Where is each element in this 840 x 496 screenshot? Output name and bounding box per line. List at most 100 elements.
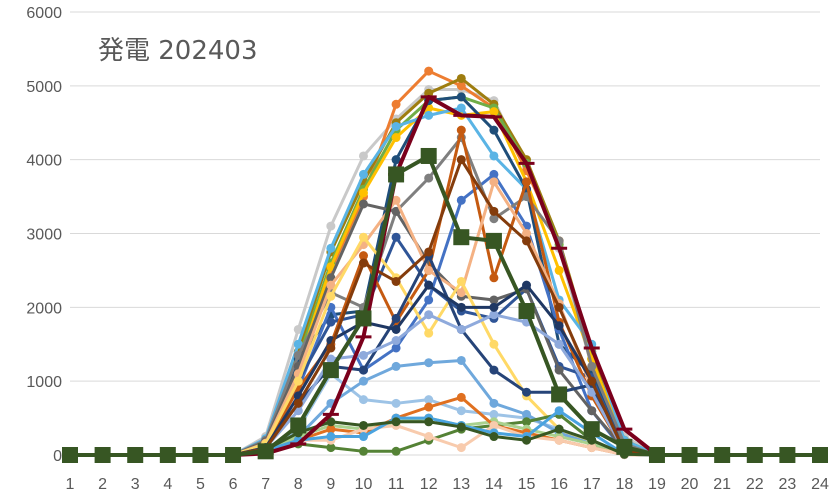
y-tick-label: 1000 xyxy=(26,374,62,391)
data-point xyxy=(420,147,437,164)
data-point xyxy=(456,355,466,365)
series-8 xyxy=(65,169,825,460)
x-tick-label: 13 xyxy=(452,476,470,493)
data-point xyxy=(522,280,532,290)
data-point xyxy=(551,386,568,403)
data-point xyxy=(391,398,401,408)
data-point xyxy=(554,265,564,275)
data-point xyxy=(358,432,368,442)
x-tick-label: 14 xyxy=(485,476,503,493)
data-point xyxy=(456,195,466,205)
data-point xyxy=(456,81,466,91)
data-point xyxy=(489,295,499,305)
data-point xyxy=(391,417,401,427)
data-point xyxy=(616,438,633,455)
data-point xyxy=(456,92,466,102)
data-point xyxy=(489,339,499,349)
data-point xyxy=(391,313,401,323)
data-point xyxy=(424,402,434,412)
data-point xyxy=(358,169,368,179)
data-point xyxy=(424,66,434,76)
series-line xyxy=(70,76,820,457)
data-point xyxy=(159,447,176,463)
data-point xyxy=(127,447,144,463)
data-point xyxy=(391,121,401,131)
data-point xyxy=(424,310,434,320)
data-point xyxy=(587,406,597,416)
data-point xyxy=(453,229,470,246)
x-tick-label: 19 xyxy=(648,476,666,493)
data-point xyxy=(456,392,466,402)
data-point xyxy=(681,447,698,463)
data-point xyxy=(358,232,368,242)
data-point xyxy=(293,339,303,349)
series-line xyxy=(70,202,820,457)
y-tick-label: 3000 xyxy=(26,227,62,244)
data-point xyxy=(424,295,434,305)
data-point xyxy=(391,324,401,334)
data-point xyxy=(456,443,466,453)
data-point xyxy=(648,447,665,463)
data-point xyxy=(456,406,466,416)
data-point xyxy=(358,199,368,209)
data-point xyxy=(456,302,466,312)
x-tick-label: 6 xyxy=(229,476,238,493)
data-point xyxy=(326,424,336,434)
data-point xyxy=(326,443,336,453)
y-tick-label: 4000 xyxy=(26,153,62,170)
x-tick-label: 12 xyxy=(420,476,438,493)
x-tick-label: 23 xyxy=(778,476,796,493)
data-point xyxy=(456,324,466,334)
data-point xyxy=(489,107,499,117)
data-point xyxy=(489,206,499,216)
data-point xyxy=(522,435,532,445)
data-point xyxy=(391,446,401,456)
data-point xyxy=(554,365,564,375)
series-17 xyxy=(65,310,825,460)
data-point xyxy=(485,232,502,249)
data-point xyxy=(554,435,564,445)
data-point xyxy=(554,424,564,434)
data-point xyxy=(456,125,466,135)
x-tick-label: 2 xyxy=(98,476,107,493)
series-line xyxy=(70,69,820,457)
series-18 xyxy=(65,355,825,460)
data-point xyxy=(424,173,434,183)
data-point xyxy=(746,447,763,463)
data-point xyxy=(424,358,434,368)
x-tick-label: 15 xyxy=(518,476,536,493)
data-point xyxy=(489,273,499,283)
data-point xyxy=(326,354,336,364)
data-point xyxy=(424,280,434,290)
series-28 xyxy=(62,147,828,463)
y-tick-label: 6000 xyxy=(26,5,62,22)
data-point xyxy=(522,177,532,187)
data-point xyxy=(326,343,336,353)
x-tick-label: 1 xyxy=(66,476,75,493)
data-point xyxy=(290,417,307,434)
series-line xyxy=(70,172,820,457)
x-axis-tick-labels: 1 2 3 4 5 6 7 8 9 10 11 12 13 14 15 16 17 18 19 20 21 22 23 24 xyxy=(66,476,829,493)
data-point xyxy=(391,155,401,165)
series-21 xyxy=(65,392,825,460)
data-point xyxy=(587,361,597,371)
data-point xyxy=(192,447,209,463)
x-tick-label: 7 xyxy=(261,476,270,493)
data-point xyxy=(326,317,336,327)
data-point xyxy=(812,447,828,463)
x-tick-label: 16 xyxy=(550,476,568,493)
data-point xyxy=(456,288,466,298)
data-point xyxy=(326,417,336,427)
data-point xyxy=(554,339,564,349)
series-line xyxy=(70,420,820,457)
x-tick-label: 21 xyxy=(713,476,731,493)
x-tick-label: 9 xyxy=(326,476,335,493)
y-axis-tick-labels: 0 1000 2000 3000 4000 5000 6000 xyxy=(26,5,62,465)
x-tick-label: 4 xyxy=(163,476,172,493)
data-point xyxy=(714,447,731,463)
data-point xyxy=(388,166,405,183)
data-point xyxy=(355,310,372,327)
series-layer xyxy=(62,66,828,463)
x-tick-label: 24 xyxy=(811,476,829,493)
data-point xyxy=(489,169,499,179)
